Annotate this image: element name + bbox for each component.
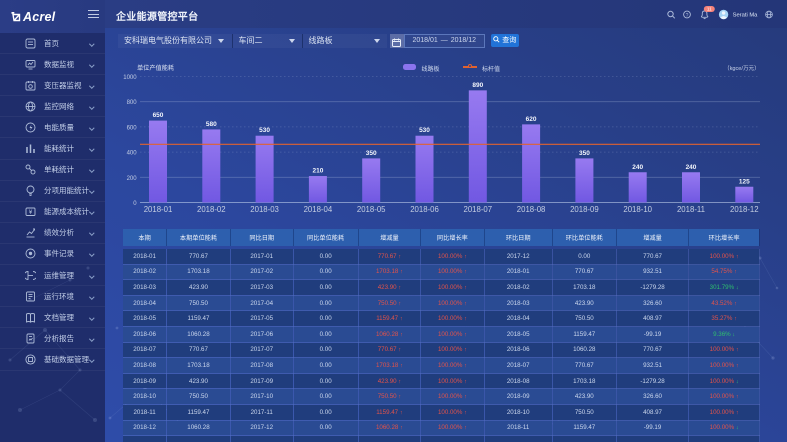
svg-text:650: 650 [153,112,164,119]
svg-text:2018-04: 2018-04 [304,205,333,214]
svg-text:2018-07: 2018-07 [463,205,492,214]
svg-text:¥: ¥ [29,210,33,216]
svg-text:800: 800 [127,100,138,106]
svg-text:200: 200 [127,176,138,182]
svg-text:2018-02: 2018-02 [197,205,226,214]
svg-text:2018-09: 2018-09 [570,205,599,214]
svg-text:?: ? [686,13,689,19]
svg-text:210: 210 [312,168,323,175]
svg-text:2018-10: 2018-10 [623,205,652,214]
svg-text:400: 400 [127,151,138,157]
svg-text:2018-11: 2018-11 [677,205,705,214]
svg-text:620: 620 [526,116,537,123]
svg-text:2018-12: 2018-12 [730,205,759,214]
svg-text:2018-08: 2018-08 [517,205,546,214]
svg-text:890: 890 [472,82,483,89]
svg-text:11: 11 [707,7,712,12]
svg-text:2018-01: 2018-01 [144,205,173,214]
svg-text:580: 580 [206,121,217,128]
svg-text:600: 600 [127,125,138,131]
svg-text:350: 350 [579,150,590,157]
svg-text:Serati Ma: Serati Ma [733,13,759,19]
svg-text:0: 0 [133,201,137,207]
svg-text:2018-05: 2018-05 [357,205,386,214]
svg-text:125: 125 [739,178,750,185]
svg-text:240: 240 [632,164,643,171]
svg-text:240: 240 [686,164,697,171]
svg-text:350: 350 [366,150,377,157]
svg-text:2018-06: 2018-06 [410,205,439,214]
svg-text:530: 530 [259,127,270,134]
svg-text:1000: 1000 [123,75,137,81]
svg-text:2018-03: 2018-03 [250,205,279,214]
svg-text:530: 530 [419,127,430,134]
